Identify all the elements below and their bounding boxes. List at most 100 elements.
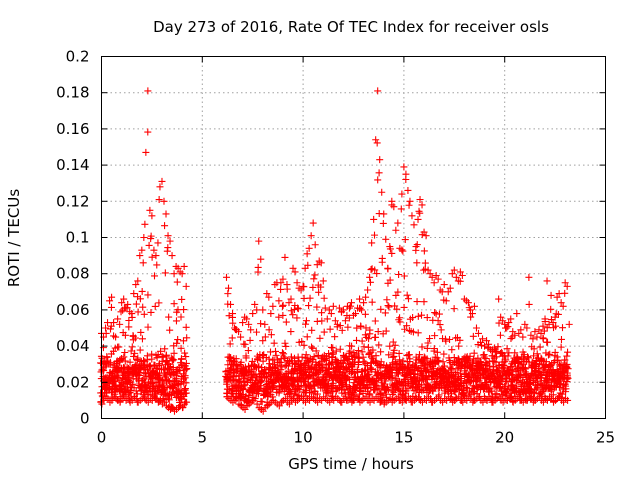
data-point (560, 398, 568, 406)
data-point (279, 302, 287, 310)
data-point (474, 329, 482, 337)
data-point (524, 353, 532, 361)
data-point (168, 357, 176, 365)
data-point (107, 303, 115, 311)
data-point (466, 306, 474, 314)
data-point (166, 237, 174, 245)
data-point (479, 335, 487, 343)
data-point (183, 334, 191, 342)
data-point (418, 381, 426, 389)
data-point (352, 310, 360, 318)
data-point (459, 398, 467, 406)
data-point (450, 305, 458, 313)
data-point (182, 353, 190, 361)
data-point (146, 362, 154, 370)
data-point (377, 348, 385, 356)
data-point (401, 236, 409, 244)
data-point (280, 353, 288, 361)
data-point (444, 288, 452, 296)
data-point (325, 349, 333, 357)
data-point (266, 348, 274, 356)
data-point (389, 353, 397, 361)
data-point (116, 320, 124, 328)
data-point (497, 313, 505, 321)
data-point (107, 322, 115, 330)
data-point (300, 341, 308, 349)
data-point (400, 163, 408, 171)
data-point (308, 343, 316, 351)
data-point (323, 315, 331, 323)
data-point (123, 304, 131, 312)
data-point (488, 369, 496, 377)
data-point (379, 219, 387, 227)
data-point (399, 247, 407, 255)
data-point (139, 362, 147, 370)
data-point (315, 288, 323, 296)
data-point (522, 396, 530, 404)
data-point (457, 372, 465, 380)
data-point (104, 319, 112, 327)
data-point (388, 374, 396, 382)
data-point (467, 313, 475, 321)
data-point (164, 376, 172, 384)
data-point (543, 277, 551, 285)
data-point (300, 294, 308, 302)
data-point (424, 266, 432, 274)
data-point (504, 323, 512, 331)
data-point (148, 212, 156, 220)
data-point (279, 275, 287, 283)
data-point (383, 383, 391, 391)
data-point (323, 377, 331, 385)
data-point (222, 273, 230, 281)
data-point (278, 349, 286, 357)
data-point (511, 331, 519, 339)
data-point (181, 349, 189, 357)
data-point (115, 343, 123, 351)
data-point (99, 344, 107, 352)
data-point (180, 262, 188, 270)
data-point (134, 277, 142, 285)
y-tick-label: 0.2 (66, 48, 90, 66)
data-point (374, 328, 382, 336)
data-point (430, 279, 438, 287)
axis-ticks (101, 56, 606, 419)
data-point (499, 398, 507, 406)
data-point (382, 235, 390, 243)
data-point (259, 306, 267, 314)
data-point (446, 284, 454, 292)
data-point (156, 183, 164, 191)
data-point (226, 340, 234, 348)
data-point (397, 205, 405, 213)
data-point (498, 348, 506, 356)
data-point (165, 395, 173, 403)
data-point (350, 392, 358, 400)
data-point (133, 356, 141, 364)
data-point (423, 355, 431, 363)
data-point (393, 305, 401, 313)
data-point (259, 407, 267, 415)
x-tick-label: 0 (97, 429, 107, 447)
data-point (320, 328, 328, 336)
data-point (179, 403, 187, 411)
data-point (472, 378, 480, 386)
data-point (148, 350, 156, 358)
data-point (539, 322, 547, 330)
data-point (259, 337, 267, 345)
data-point (415, 351, 423, 359)
data-point (318, 309, 326, 317)
data-point (136, 371, 144, 379)
data-point (181, 398, 189, 406)
y-tick-label: 0.16 (56, 120, 89, 138)
data-point (281, 339, 289, 347)
data-point (289, 264, 297, 272)
data-point (155, 381, 163, 389)
data-point (326, 325, 334, 333)
data-point (325, 306, 333, 314)
data-point (278, 363, 286, 371)
data-point (413, 298, 421, 306)
data-point (413, 241, 421, 249)
data-point (339, 306, 347, 314)
data-point (161, 269, 169, 277)
data-point (559, 302, 567, 310)
data-point (244, 397, 252, 405)
